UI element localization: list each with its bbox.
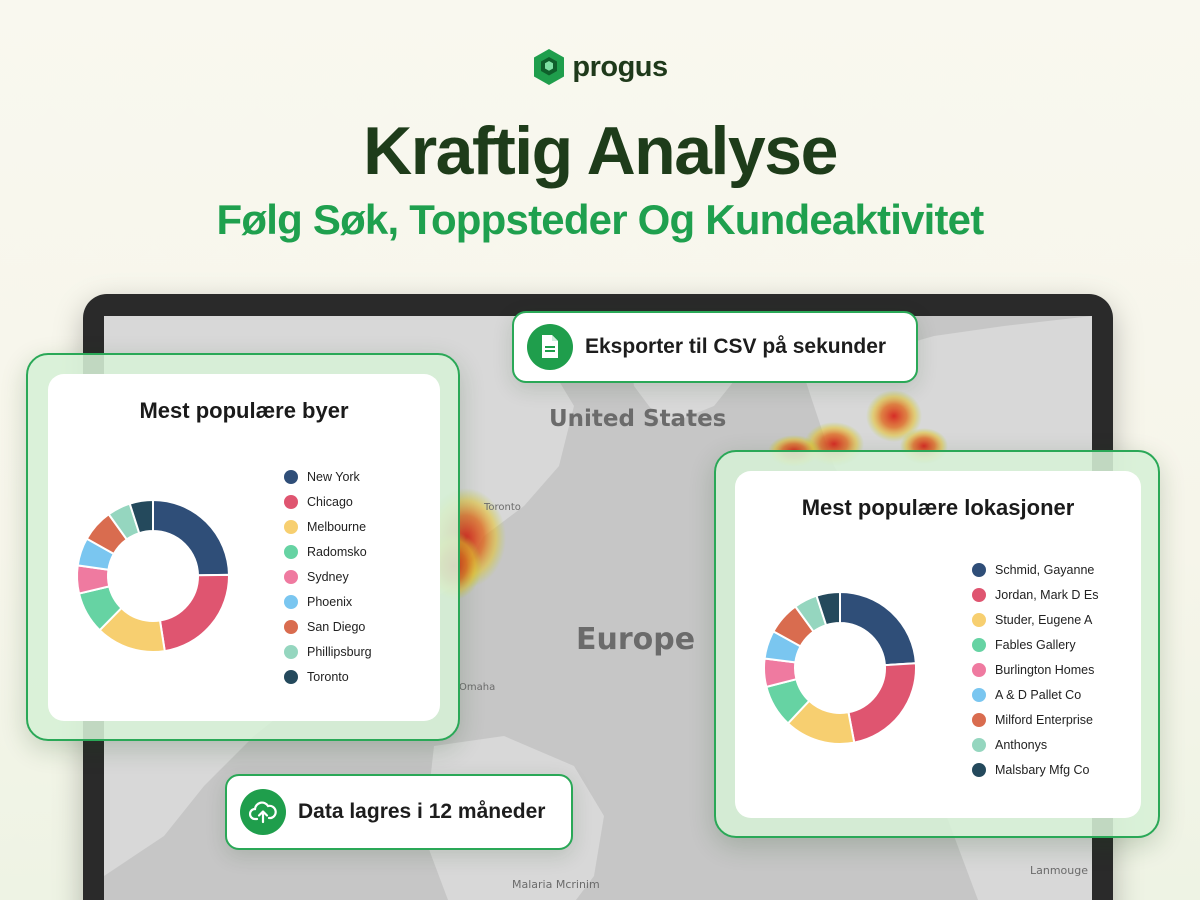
donut-slice-schmid-gayanne[interactable]	[839, 590, 917, 667]
legend-swatch	[972, 637, 986, 652]
legend-item-melbourne[interactable]: Melbourne	[284, 514, 372, 539]
legend-swatch	[284, 519, 298, 534]
legend-label: Radomsko	[307, 544, 367, 559]
legend-item-malsbary-mfg-co[interactable]: Malsbary Mfg Co	[972, 757, 1099, 782]
legend-item-new-york[interactable]: New York	[284, 464, 372, 489]
legend-item-anthonys[interactable]: Anthonys	[972, 732, 1099, 757]
legend-swatch	[284, 569, 298, 584]
legend-swatch	[284, 619, 298, 634]
cloud-upload-icon	[240, 789, 286, 835]
data-storage-text: Data lagres i 12 måneder	[298, 800, 546, 823]
legend-label: Toronto	[307, 669, 349, 684]
legend-item-phoenix[interactable]: Phoenix	[284, 589, 372, 614]
legend-swatch	[284, 544, 298, 559]
legend-swatch	[972, 662, 986, 677]
data-storage-pill[interactable]: Data lagres i 12 måneder	[225, 774, 573, 850]
popular-cities-legend: New York Chicago Melbourne Radomsko Sydney Ph…	[284, 464, 372, 689]
legend-item-a-d-pallet-co[interactable]: A & D Pallet Co	[972, 682, 1099, 707]
legend-swatch	[284, 669, 298, 684]
subheadline: Følg Søk, Toppsteder Og Kundeaktivitet	[216, 196, 985, 243]
legend-item-radomsko[interactable]: Radomsko	[284, 539, 372, 564]
legend-label: New York	[307, 469, 360, 484]
donut-slice-malsbary-mfg-co[interactable]	[815, 590, 841, 627]
legend-item-jordan-mark-d-es[interactable]: Jordan, Mark D Es	[972, 582, 1099, 607]
legend-label: Fables Gallery	[995, 637, 1076, 652]
donut-slice-toronto[interactable]	[128, 498, 154, 535]
export-csv-text: Eksporter til CSV på sekunder	[585, 335, 887, 358]
hexagon-logo-icon	[534, 49, 565, 85]
legend-label: Sydney	[307, 569, 349, 584]
map-label-toronto: Toronto	[484, 502, 521, 513]
legend-item-sydney[interactable]: Sydney	[284, 564, 372, 589]
legend-swatch	[284, 594, 298, 609]
legend-item-san-diego[interactable]: San Diego	[284, 614, 372, 639]
legend-swatch	[972, 562, 986, 577]
donut-slice-jordan-mark-d-es[interactable]	[847, 662, 917, 744]
map-label-omaha: Omaha	[459, 682, 496, 693]
legend-item-milford-enterprise[interactable]: Milford Enterprise	[972, 707, 1099, 732]
legend-label: Milford Enterprise	[995, 712, 1093, 727]
legend-item-toronto[interactable]: Toronto	[284, 664, 372, 689]
legend-label: Chicago	[307, 494, 353, 509]
legend-label: Jordan, Mark D Es	[995, 587, 1099, 602]
map-label-united-states: United States	[549, 406, 727, 432]
donut-slice-new-york[interactable]	[152, 498, 231, 577]
chart-title: Mest populære lokasjoner	[801, 495, 1075, 520]
legend-swatch	[284, 644, 298, 659]
legend-swatch	[284, 469, 298, 484]
brand-name: progus	[572, 50, 668, 83]
legend-label: Burlington Homes	[995, 662, 1095, 677]
legend-label: Phoenix	[307, 594, 353, 609]
legend-item-burlington-homes[interactable]: Burlington Homes	[972, 657, 1099, 682]
legend-swatch	[972, 712, 986, 727]
legend-label: Anthonys	[995, 737, 1048, 752]
legend-swatch	[284, 494, 298, 509]
document-icon	[527, 324, 573, 370]
legend-item-phillipsburg[interactable]: Phillipsburg	[284, 639, 372, 664]
legend-item-schmid-gayanne[interactable]: Schmid, Gayanne	[972, 557, 1099, 582]
popular-cities-donut-chart	[76, 498, 231, 653]
map-label-malaria: Malaria Mcrinim	[512, 878, 600, 891]
legend-label: Phillipsburg	[307, 644, 372, 659]
legend-item-studer-eugene-a[interactable]: Studer, Eugene A	[972, 607, 1099, 632]
legend-swatch	[972, 687, 986, 702]
legend-swatch	[972, 587, 986, 602]
chart-title: Mest populære byer	[139, 398, 349, 423]
legend-label: A & D Pallet Co	[995, 687, 1082, 702]
popular-locations-donut-chart	[763, 590, 917, 745]
popular-cities-panel: Mest populære byer New York Chicago Melbou…	[48, 374, 440, 721]
legend-label: Malsbary Mfg Co	[995, 762, 1090, 777]
legend-item-fables-gallery[interactable]: Fables Gallery	[972, 632, 1099, 657]
legend-label: San Diego	[307, 619, 366, 634]
legend-label: Melbourne	[307, 519, 367, 534]
map-label-europe: Europe	[576, 622, 696, 657]
headline: Kraftig Analyse	[363, 113, 838, 189]
legend-label: Studer, Eugene A	[995, 612, 1093, 627]
popular-locations-legend: Schmid, Gayanne Jordan, Mark D Es Studer, …	[972, 557, 1099, 782]
legend-swatch	[972, 762, 986, 777]
map-label-lanmouge: Lanmouge	[1030, 864, 1089, 877]
popular-locations-panel: Mest populære lokasjoner Schmid, Gayanne…	[735, 471, 1141, 818]
brand: progus	[0, 48, 1200, 86]
legend-swatch	[972, 612, 986, 627]
legend-item-chicago[interactable]: Chicago	[284, 489, 372, 514]
legend-swatch	[972, 737, 986, 752]
legend-label: Schmid, Gayanne	[995, 562, 1095, 577]
donut-slice-chicago[interactable]	[158, 573, 230, 653]
export-csv-pill[interactable]: Eksporter til CSV på sekunder	[512, 311, 918, 383]
